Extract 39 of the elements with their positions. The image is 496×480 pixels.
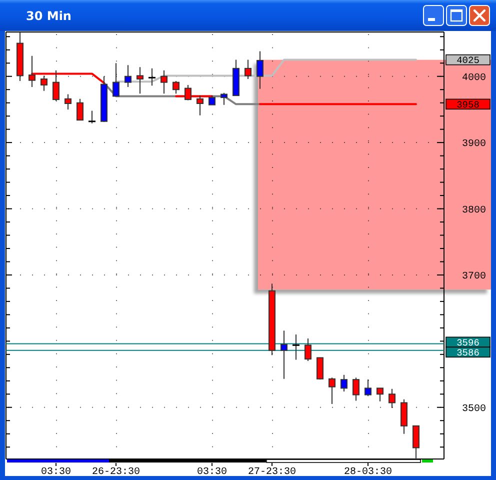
candlestick [352,377,360,402]
candlestick [340,374,348,392]
chart-title: 30 Min [26,9,72,23]
candlestick [304,338,312,362]
candlestick [136,66,144,94]
y-tick-label: 4000 [462,72,486,84]
candlestick [328,377,336,405]
candlestick [280,330,288,380]
candlestick [64,94,72,110]
candlestick [388,388,396,409]
text: 3958 [456,99,480,110]
y-tick-label: 3800 [462,205,486,216]
x-tick-label: 26-23:30 [92,467,140,478]
candlestick [112,62,120,97]
x-tick-label: 27-23:30 [248,467,296,478]
candlestick [124,64,132,88]
candlestick [208,95,216,106]
annotation: 4025 [456,55,480,66]
candlestick [364,379,372,397]
candlestick [400,398,408,434]
candlestick [376,388,384,402]
candlestick [316,357,324,380]
ref-line-label: 3586 [456,347,480,358]
ref-line-label: 3596 [456,337,480,348]
y-tick-label: 3500 [462,404,486,415]
x-tick-label: 03:30 [196,467,228,478]
candlestick [184,84,192,101]
x-tick-label: 03:30 [40,467,72,478]
candlestick [412,425,420,459]
candlestick [40,75,48,92]
x-tick-label: 28-03:30 [344,467,392,478]
y-tick-label: 3700 [462,272,486,283]
candlestick [172,80,180,94]
candlestick [76,98,84,121]
candlestick [244,59,252,80]
candlestick [220,92,228,106]
y-tick-label: 3900 [462,139,486,150]
candlestick [160,70,168,94]
candlestick [256,50,264,90]
